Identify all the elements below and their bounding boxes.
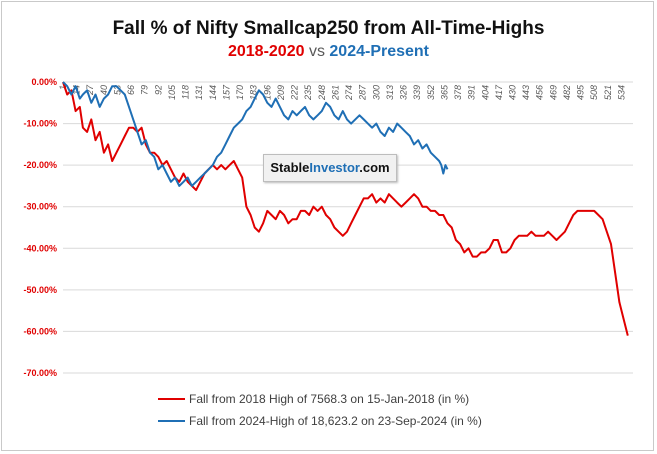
x-tick-label: 79 (140, 85, 150, 95)
y-tick-label: -50.00% (23, 285, 57, 295)
y-tick-label: -30.00% (23, 202, 57, 212)
x-tick-label: 261 (330, 85, 340, 101)
subtitle-period-2024: 2024-Present (329, 43, 430, 60)
x-tick-label: 274 (344, 85, 354, 101)
x-tick-label: 534 (616, 85, 626, 100)
x-tick-label: 105 (167, 84, 177, 100)
legend-swatch-2024 (158, 420, 185, 422)
x-tick-label: 144 (208, 85, 218, 100)
y-tick-label: 0.00% (31, 77, 57, 87)
x-tick-label: 495 (576, 84, 586, 100)
legend-label-2018: Fall from 2018 High of 7568.3 on 15-Jan-… (189, 392, 470, 406)
y-tick-label: -20.00% (23, 160, 57, 170)
x-tick-label: 456 (535, 85, 545, 100)
x-tick-label: 365 (439, 84, 449, 100)
x-tick-label: 352 (426, 85, 436, 100)
x-tick-label: 391 (467, 85, 477, 100)
x-tick-label: 326 (399, 85, 409, 100)
watermark-part-com: .com (359, 160, 390, 175)
x-tick-label: 92 (153, 85, 163, 95)
chart-title: Fall % of Nifty Smallcap250 from All-Tim… (112, 18, 545, 39)
y-tick-label: -40.00% (23, 243, 57, 253)
x-tick-label: 53 (112, 85, 122, 95)
x-tick-label: 170 (235, 85, 245, 100)
y-tick-label: -60.00% (23, 326, 57, 336)
chart-legend: Fall from 2018 High of 7568.3 on 15-Jan-… (158, 388, 482, 432)
chart-subtitle: 2018-2020 vs 2024-Present (0, 43, 657, 61)
series-line-2018 (62, 81, 629, 336)
watermark-part-investor: Investor (309, 160, 360, 175)
x-tick-label: 287 (358, 84, 368, 101)
watermark-part-stable: Stable (270, 160, 310, 175)
x-tick-label: 118 (181, 85, 191, 99)
x-tick-label: 404 (480, 85, 490, 100)
x-tick-label: 27 (85, 84, 95, 96)
x-tick-label: 209 (276, 85, 286, 101)
y-tick-label: -10.00% (23, 119, 57, 129)
legend-swatch-2018 (158, 398, 185, 400)
series-line-2024 (62, 81, 449, 187)
x-tick-label: 183 (249, 85, 259, 100)
x-tick-label: 131 (194, 85, 204, 100)
x-tick-label: 196 (262, 85, 272, 100)
x-tick-label: 339 (412, 85, 422, 100)
x-tick-label: 222 (290, 85, 300, 101)
y-tick-label: -70.00% (23, 368, 57, 378)
x-tick-label: 378 (453, 85, 463, 100)
watermark-logo: StableInvestor.com (263, 154, 397, 182)
x-tick-label: 248 (317, 85, 327, 101)
x-tick-label: 313 (385, 85, 395, 100)
x-tick-label: 469 (548, 85, 558, 100)
x-tick-label: 300 (371, 85, 381, 100)
x-tick-label: 521 (603, 85, 613, 100)
x-tick-label: 235 (303, 84, 313, 101)
x-tick-label: 157 (221, 84, 231, 100)
x-tick-label: 482 (562, 85, 572, 100)
x-tick-label: 66 (126, 85, 136, 95)
x-tick-label: 430 (508, 85, 518, 100)
x-tick-label: 443 (521, 85, 531, 100)
x-tick-label: 40 (99, 85, 109, 95)
x-tick-label: 508 (589, 85, 599, 100)
x-tick-label: 1 (58, 85, 68, 90)
subtitle-vs: vs (308, 43, 325, 60)
x-tick-label: 417 (494, 84, 504, 100)
subtitle-period-2018: 2018-2020 (227, 43, 305, 60)
legend-item-2018: Fall from 2018 High of 7568.3 on 15-Jan-… (158, 388, 482, 410)
legend-item-2024: Fall from 2024-High of 18,623.2 on 23-Se… (158, 410, 482, 432)
legend-label-2024: Fall from 2024-High of 18,623.2 on 23-Se… (189, 414, 482, 428)
